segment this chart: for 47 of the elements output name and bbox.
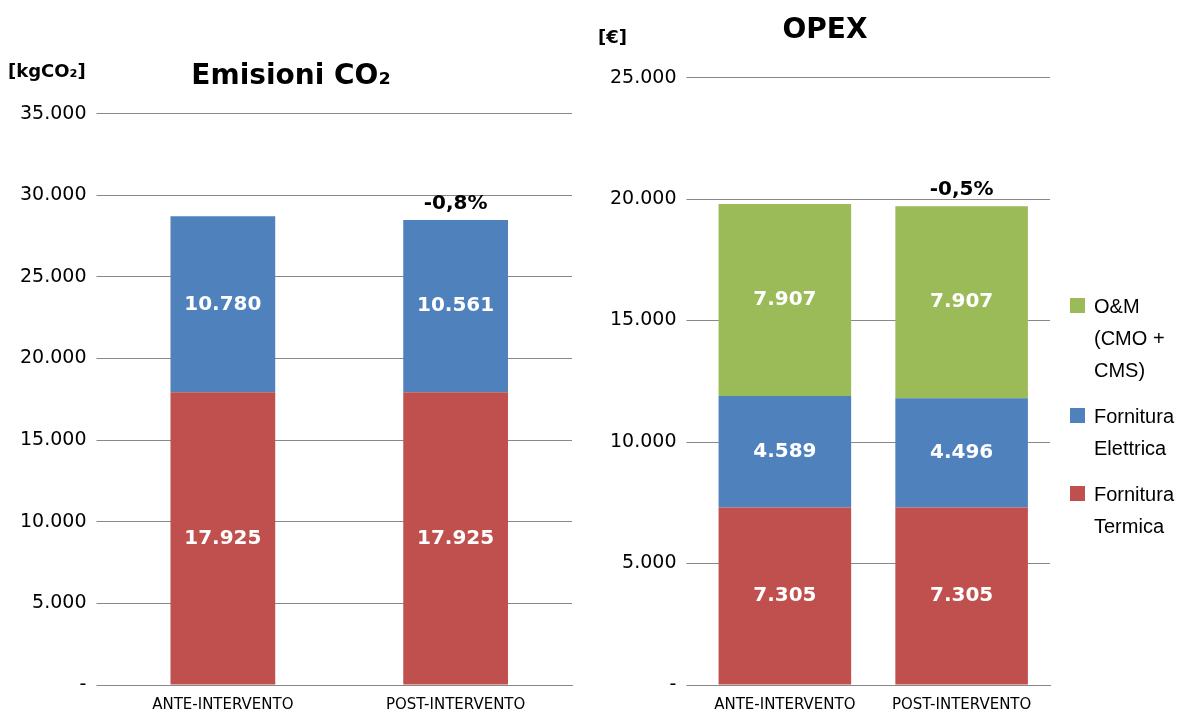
legend-label: Fornitura Termica xyxy=(1094,483,1175,537)
bar xyxy=(718,203,852,397)
data-label: 7.305 xyxy=(753,582,817,607)
data-label: 10.561 xyxy=(417,292,495,317)
x-tick-label: POST-INTERVENTO xyxy=(385,694,526,713)
data-label: 17.925 xyxy=(417,524,495,549)
bar xyxy=(403,392,508,685)
data-label: 4.496 xyxy=(929,439,994,464)
legend-label: O&M (CMO + CMS) xyxy=(1094,295,1165,381)
y-tick-label: 35.000 xyxy=(20,100,87,123)
bar xyxy=(170,216,276,393)
chart-title: OPEX xyxy=(782,12,868,46)
annotation: -0,8% xyxy=(423,190,488,215)
bar xyxy=(895,507,1028,685)
y-tick-label: - xyxy=(79,671,87,694)
y-tick-label: 5.000 xyxy=(622,550,677,573)
y-tick-label: 30.000 xyxy=(20,182,87,205)
bar xyxy=(403,219,508,393)
annotation: -0,5% xyxy=(929,176,994,201)
y-tick-label: 5.000 xyxy=(32,590,87,613)
y-tick-label: 10.000 xyxy=(20,508,87,531)
x-tick-label: ANTE-INTERVENTO xyxy=(714,694,856,713)
data-label: 7.305 xyxy=(929,582,994,607)
legend-label: Fornitura Elettrica xyxy=(1094,405,1175,459)
y-tick-label: 20.000 xyxy=(610,186,677,209)
data-label: 7.907 xyxy=(753,286,817,311)
y-tick-label: 25.000 xyxy=(20,263,87,286)
y-tick-label: - xyxy=(669,671,677,694)
data-label: 4.589 xyxy=(753,437,817,462)
bar xyxy=(895,398,1028,508)
chart-title: Emisioni CO₂ xyxy=(191,58,391,92)
x-tick-label: POST-INTERVENTO xyxy=(891,694,1032,713)
data-label: 17.925 xyxy=(184,524,262,549)
bar xyxy=(895,206,1028,399)
data-label: 10.780 xyxy=(184,290,262,315)
y-axis-title: [€] xyxy=(598,25,627,47)
data-label: 7.907 xyxy=(929,288,994,313)
y-tick-label: 15.000 xyxy=(610,307,677,330)
y-tick-label: 20.000 xyxy=(20,345,87,368)
bar xyxy=(718,396,852,508)
bar xyxy=(718,507,852,685)
y-tick-label: 15.000 xyxy=(20,427,87,450)
y-tick-label: 10.000 xyxy=(610,428,677,451)
x-tick-label: ANTE-INTERVENTO xyxy=(152,694,294,713)
y-tick-label: 25.000 xyxy=(610,64,677,87)
y-axis-title: [kgCO₂] xyxy=(8,59,86,81)
bar xyxy=(170,392,276,685)
